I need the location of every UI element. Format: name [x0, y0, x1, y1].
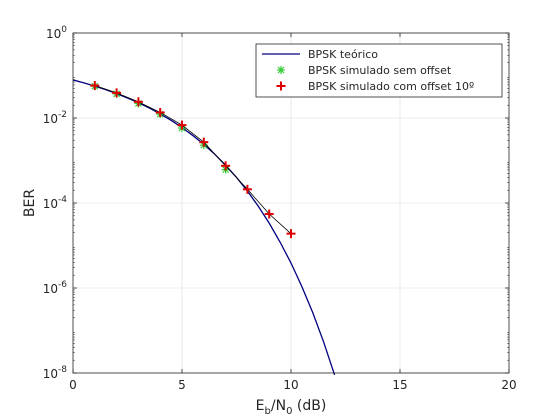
series-2-line [94, 85, 292, 234]
y-tick-exponent: 0 [61, 25, 67, 35]
y-tick-base: 10 [43, 197, 58, 211]
legend-box [255, 43, 503, 98]
y-tick-label: 100 [46, 25, 67, 41]
y-tick-label: 10-8 [43, 365, 68, 381]
legend-label-0: BPSK teórico [308, 48, 378, 61]
y-tick-base: 10 [43, 367, 58, 381]
y-tick-label: 10-2 [43, 110, 67, 126]
legend-label-1: BPSK simulado sem offset [308, 64, 452, 77]
y-tick-label: 10-6 [43, 280, 68, 296]
x-tick-label: 10 [283, 378, 298, 392]
x-tick-label: 15 [392, 378, 407, 392]
legend-swatch-1 [277, 66, 285, 74]
y-tick-base: 10 [46, 27, 61, 41]
y-tick-base: 10 [43, 112, 58, 126]
x-tick-label: 0 [69, 378, 77, 392]
x-tick-label: 5 [178, 378, 186, 392]
y-tick-exponent: -6 [58, 280, 67, 290]
legend: BPSK teórico BPSK simulado sem offset BPSK… [255, 43, 503, 98]
series-layer [72, 79, 336, 376]
y-tick-exponent: -2 [58, 110, 67, 120]
y-tick-base: 10 [43, 282, 58, 296]
x-tick-label: 20 [501, 378, 516, 392]
y-tick-exponent: -8 [58, 365, 67, 375]
legend-label-2: BPSK simulado com offset 10º [308, 80, 474, 93]
x-axis-label: Eb/N0 (dB) [256, 398, 327, 417]
y-axis-label: BER [22, 189, 38, 217]
y-tick-exponent: -4 [58, 195, 67, 205]
y-tick-label: 10-4 [43, 195, 68, 211]
series-2 [90, 81, 296, 239]
